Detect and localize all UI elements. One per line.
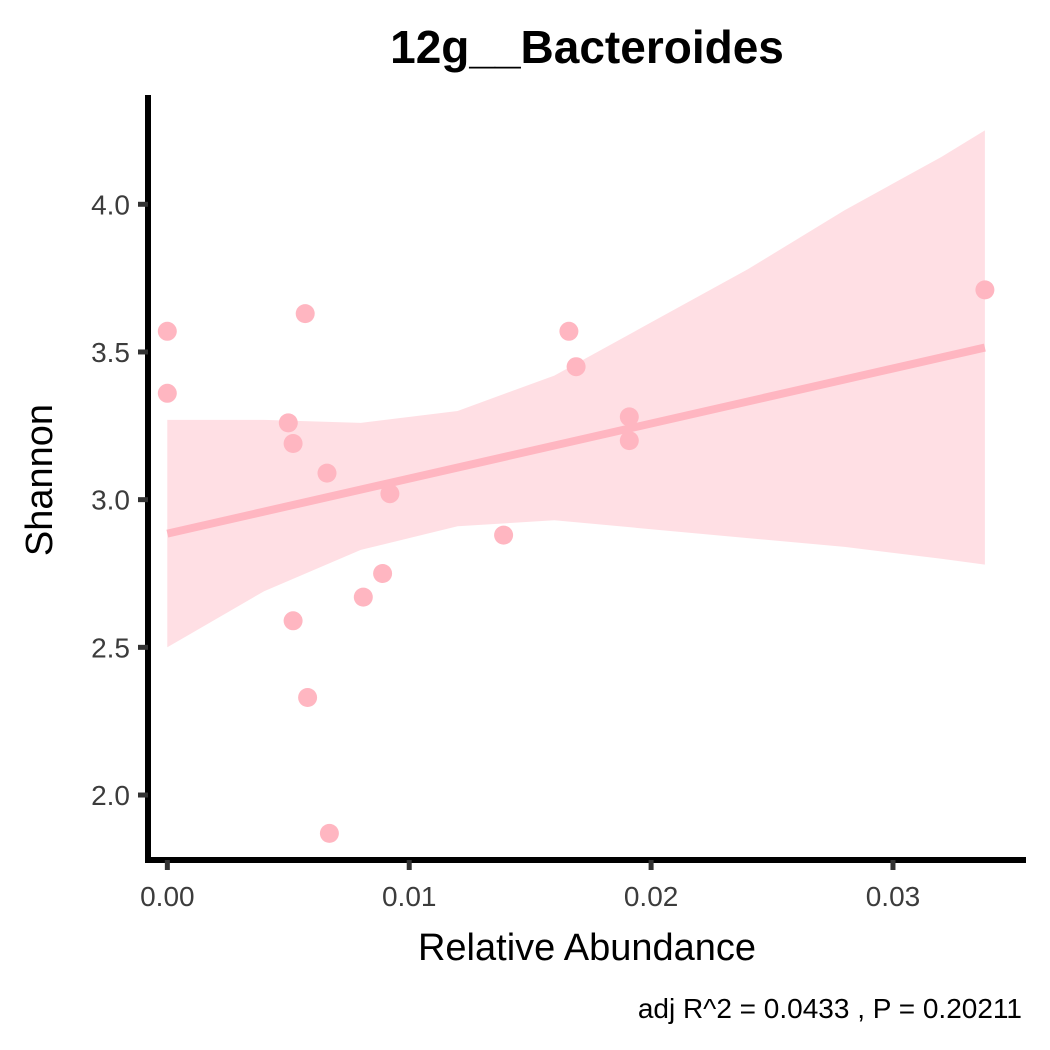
data-point xyxy=(619,407,639,427)
x-tick-label: 0.03 xyxy=(866,881,921,912)
x-tick-label: 0.01 xyxy=(382,881,437,912)
data-point xyxy=(157,383,177,403)
data-point xyxy=(975,280,995,300)
confidence-band xyxy=(167,130,985,648)
data-point xyxy=(559,321,579,341)
y-tick-label: 3.5 xyxy=(91,337,130,368)
data-point xyxy=(373,564,393,583)
data-point xyxy=(317,463,337,483)
y-tick-label: 2.0 xyxy=(91,780,130,811)
data-point xyxy=(278,413,298,433)
y-tick-label: 4.0 xyxy=(91,189,130,220)
data-point xyxy=(619,431,639,451)
y-axis-title: Shannon xyxy=(19,404,61,556)
data-point xyxy=(380,484,400,504)
y-tick-label: 2.5 xyxy=(91,632,130,663)
x-tick-label: 0.00 xyxy=(140,881,195,912)
plot-area xyxy=(157,130,995,843)
y-tick-label: 3.0 xyxy=(91,485,130,516)
x-axis-ticks: 0.00 0.01 0.02 0.03 xyxy=(140,860,920,912)
y-axis-ticks: 2.0 2.5 3.0 3.5 4.0 xyxy=(91,189,148,811)
data-point xyxy=(494,525,514,545)
regression-line xyxy=(166,343,986,538)
x-tick-label: 0.02 xyxy=(624,881,679,912)
data-point xyxy=(283,611,303,631)
fit-statistics-caption: adj R^2 = 0.0433 , P = 0.20211 xyxy=(638,993,1022,1024)
data-point xyxy=(157,321,177,341)
chart-title: 12g__Bacteroides xyxy=(390,21,784,73)
data-point xyxy=(298,688,318,707)
data-point xyxy=(295,304,315,324)
data-point xyxy=(566,357,586,377)
x-axis-title: Relative Abundance xyxy=(418,927,756,969)
data-point xyxy=(319,823,339,843)
data-point xyxy=(353,587,373,607)
data-point xyxy=(283,434,303,453)
